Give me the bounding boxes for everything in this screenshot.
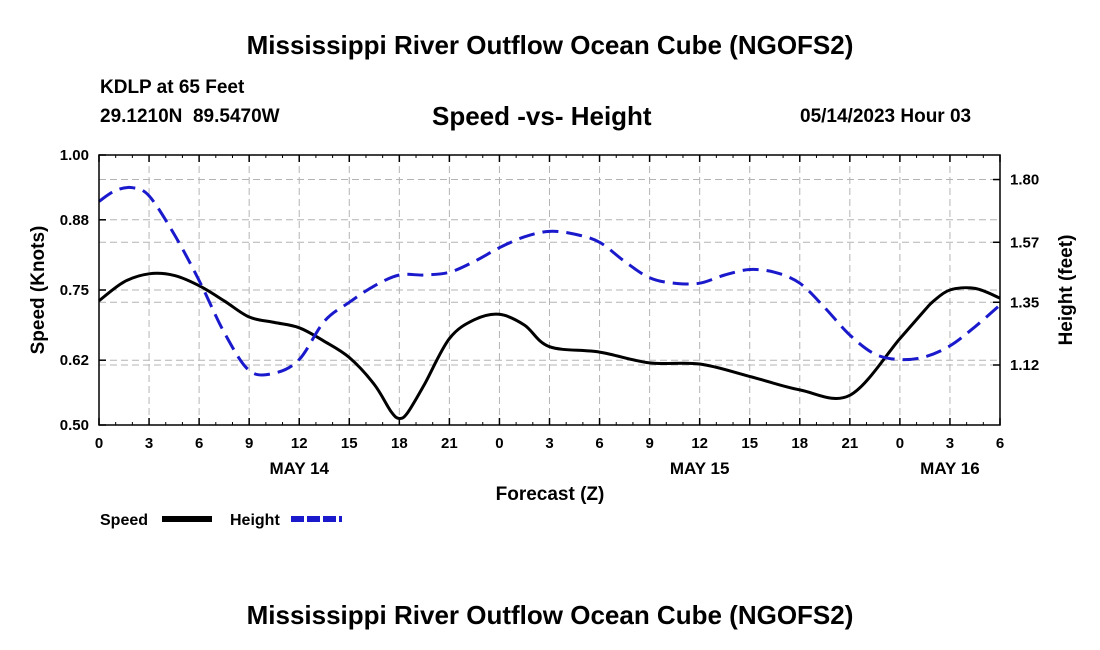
y-left-tick-label: 0.75 (60, 282, 89, 299)
coordinates-label: 29.1210N 89.5470W (100, 106, 280, 127)
y-right-axis-title: Height (feet) (1056, 235, 1077, 346)
x-tick-label: 0 (95, 435, 103, 452)
grid-lines (99, 155, 1000, 425)
axis-ticks (98, 154, 1001, 426)
x-tick-label: 3 (145, 435, 153, 452)
y-right-tick-label: 1.12 (1010, 357, 1039, 374)
x-date-label: MAY 15 (670, 459, 730, 478)
y-left-tick-label: 0.62 (60, 352, 89, 369)
x-tick-label: 6 (595, 435, 603, 452)
axis-labels: 0 3 6 9 12 15 18 21 0 3 6 9 12 15 18 21 0 3 6 MAY 14 MAY 15 M… (28, 147, 1077, 505)
x-tick-label: 6 (996, 435, 1004, 452)
x-tick-label: 6 (195, 435, 203, 452)
x-tick-label: 15 (341, 435, 358, 452)
height-series-line (98, 185, 1001, 377)
legend-label-height: Height (230, 512, 280, 529)
x-tick-label: 12 (691, 435, 708, 452)
y-right-tick-label: 1.35 (1010, 294, 1039, 311)
x-tick-label: 9 (245, 435, 253, 452)
footer-title: Mississippi River Outflow Ocean Cube (NG… (246, 600, 854, 630)
x-tick-label: 9 (645, 435, 653, 452)
chart-title: Mississippi River Outflow Ocean Cube (NG… (246, 30, 854, 60)
x-tick-label: 21 (441, 435, 458, 452)
y-left-tick-label: 0.50 (60, 417, 89, 434)
x-date-label: MAY 16 (920, 459, 980, 478)
y-left-tick-label: 1.00 (60, 147, 89, 164)
y-left-axis-title: Speed (Knots) (28, 226, 49, 355)
station-label: KDLP at 65 Feet (100, 77, 245, 98)
x-tick-label: 12 (291, 435, 308, 452)
x-tick-label: 3 (946, 435, 954, 452)
series-lines (98, 185, 1001, 421)
datetime-label: 05/14/2023 Hour 03 (800, 106, 972, 127)
x-tick-label: 15 (741, 435, 758, 452)
chart-subtitle: Speed -vs- Height (432, 101, 652, 131)
speed-series-line (98, 271, 1001, 421)
x-tick-label: 0 (495, 435, 503, 452)
y-right-tick-label: 1.80 (1010, 172, 1039, 189)
x-axis-title: Forecast (Z) (496, 484, 605, 505)
legend-label-speed: Speed (100, 512, 148, 529)
x-tick-label: 18 (391, 435, 408, 452)
legend: Speed Height (100, 512, 342, 529)
x-tick-label: 18 (791, 435, 808, 452)
y-right-tick-label: 1.57 (1010, 234, 1039, 251)
y-left-tick-label: 0.88 (60, 212, 89, 229)
x-tick-label: 21 (841, 435, 858, 452)
x-tick-label: 3 (545, 435, 553, 452)
x-date-label: MAY 14 (269, 459, 329, 478)
x-tick-label: 0 (896, 435, 904, 452)
